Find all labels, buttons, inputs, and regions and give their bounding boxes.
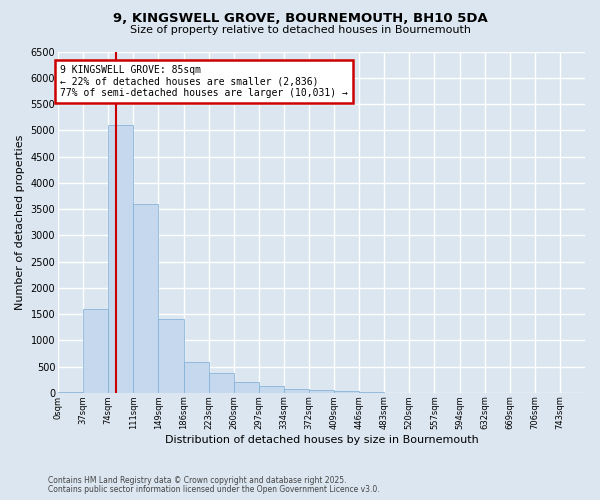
Bar	[58, 392, 83, 393]
Bar	[209, 373, 234, 393]
Bar	[309, 390, 334, 393]
Bar	[158, 320, 184, 393]
Bar	[133, 204, 158, 393]
Y-axis label: Number of detached properties: Number of detached properties	[15, 134, 25, 310]
Text: 9, KINGSWELL GROVE, BOURNEMOUTH, BH10 5DA: 9, KINGSWELL GROVE, BOURNEMOUTH, BH10 5D…	[113, 12, 487, 26]
Text: Size of property relative to detached houses in Bournemouth: Size of property relative to detached ho…	[130, 25, 470, 35]
Bar	[334, 392, 359, 393]
Bar	[284, 388, 309, 393]
Text: Contains HM Land Registry data © Crown copyright and database right 2025.: Contains HM Land Registry data © Crown c…	[48, 476, 347, 485]
Text: 9 KINGSWELL GROVE: 85sqm
← 22% of detached houses are smaller (2,836)
77% of sem: 9 KINGSWELL GROVE: 85sqm ← 22% of detach…	[60, 64, 348, 98]
Bar	[108, 125, 133, 393]
X-axis label: Distribution of detached houses by size in Bournemouth: Distribution of detached houses by size …	[164, 435, 478, 445]
Text: Contains public sector information licensed under the Open Government Licence v3: Contains public sector information licen…	[48, 485, 380, 494]
Bar	[83, 309, 108, 393]
Bar	[359, 392, 384, 393]
Bar	[234, 382, 259, 393]
Bar	[184, 362, 209, 393]
Bar	[259, 386, 284, 393]
